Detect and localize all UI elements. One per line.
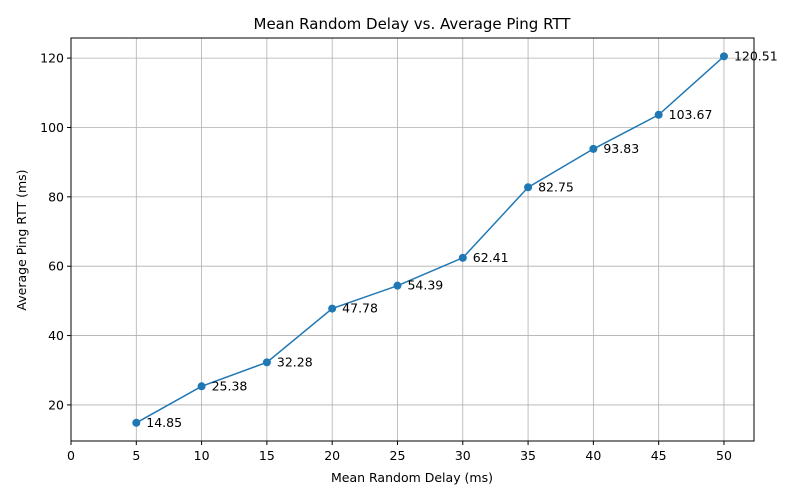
x-axis-ticks: 0 5 10 15 20 25 30 35 40 45 50	[67, 441, 732, 463]
y-tick-label: 40	[48, 328, 64, 343]
data-point	[393, 281, 402, 290]
data-point	[719, 52, 728, 61]
data-label: 32.28	[277, 354, 313, 369]
y-tick-label: 20	[48, 397, 64, 412]
y-tick-label: 60	[48, 259, 64, 274]
plot-frame	[70, 37, 755, 442]
data-label: 103.67	[669, 107, 713, 122]
data-label: 93.83	[603, 141, 639, 156]
x-tick-label: 20	[324, 448, 340, 463]
x-tick-label: 50	[716, 448, 732, 463]
x-tick-label: 45	[651, 448, 667, 463]
series-line	[135, 55, 725, 424]
data-point	[328, 304, 337, 313]
x-tick-label: 10	[194, 448, 210, 463]
x-tick-label: 30	[455, 448, 471, 463]
data-series	[132, 52, 728, 427]
chart-title: Mean Random Delay vs. Average Ping RTT	[254, 15, 572, 33]
data-label: 62.41	[473, 250, 509, 265]
data-label: 25.38	[212, 378, 248, 393]
x-tick-label: 0	[67, 448, 75, 463]
y-axis-ticks: 20 40 60 80 100 120	[40, 51, 71, 412]
data-label: 82.75	[538, 179, 574, 194]
x-tick-label: 25	[390, 448, 406, 463]
y-tick-label: 80	[48, 189, 64, 204]
data-point	[458, 253, 467, 262]
grid-lines	[70, 38, 754, 441]
data-label: 14.85	[146, 415, 182, 430]
data-point	[654, 110, 663, 119]
data-labels: 14.85 25.38 32.28 47.78 54.39 62.41 82.75 93.83…	[146, 48, 777, 429]
data-label: 54.39	[407, 278, 443, 293]
data-point	[589, 144, 598, 153]
y-tick-label: 120	[40, 51, 64, 66]
x-tick-label: 15	[259, 448, 275, 463]
x-tick-label: 5	[132, 448, 140, 463]
x-axis-title: Mean Random Delay (ms)	[331, 470, 493, 485]
y-tick-label: 100	[40, 120, 64, 135]
data-point	[262, 358, 271, 367]
data-point	[524, 183, 533, 192]
x-tick-label: 40	[585, 448, 601, 463]
data-point	[132, 418, 141, 427]
data-label: 120.51	[734, 48, 778, 63]
data-label: 47.78	[342, 301, 378, 316]
data-point	[197, 382, 206, 391]
y-axis-title: Average Ping RTT (ms)	[14, 169, 29, 310]
x-tick-label: 35	[520, 448, 536, 463]
